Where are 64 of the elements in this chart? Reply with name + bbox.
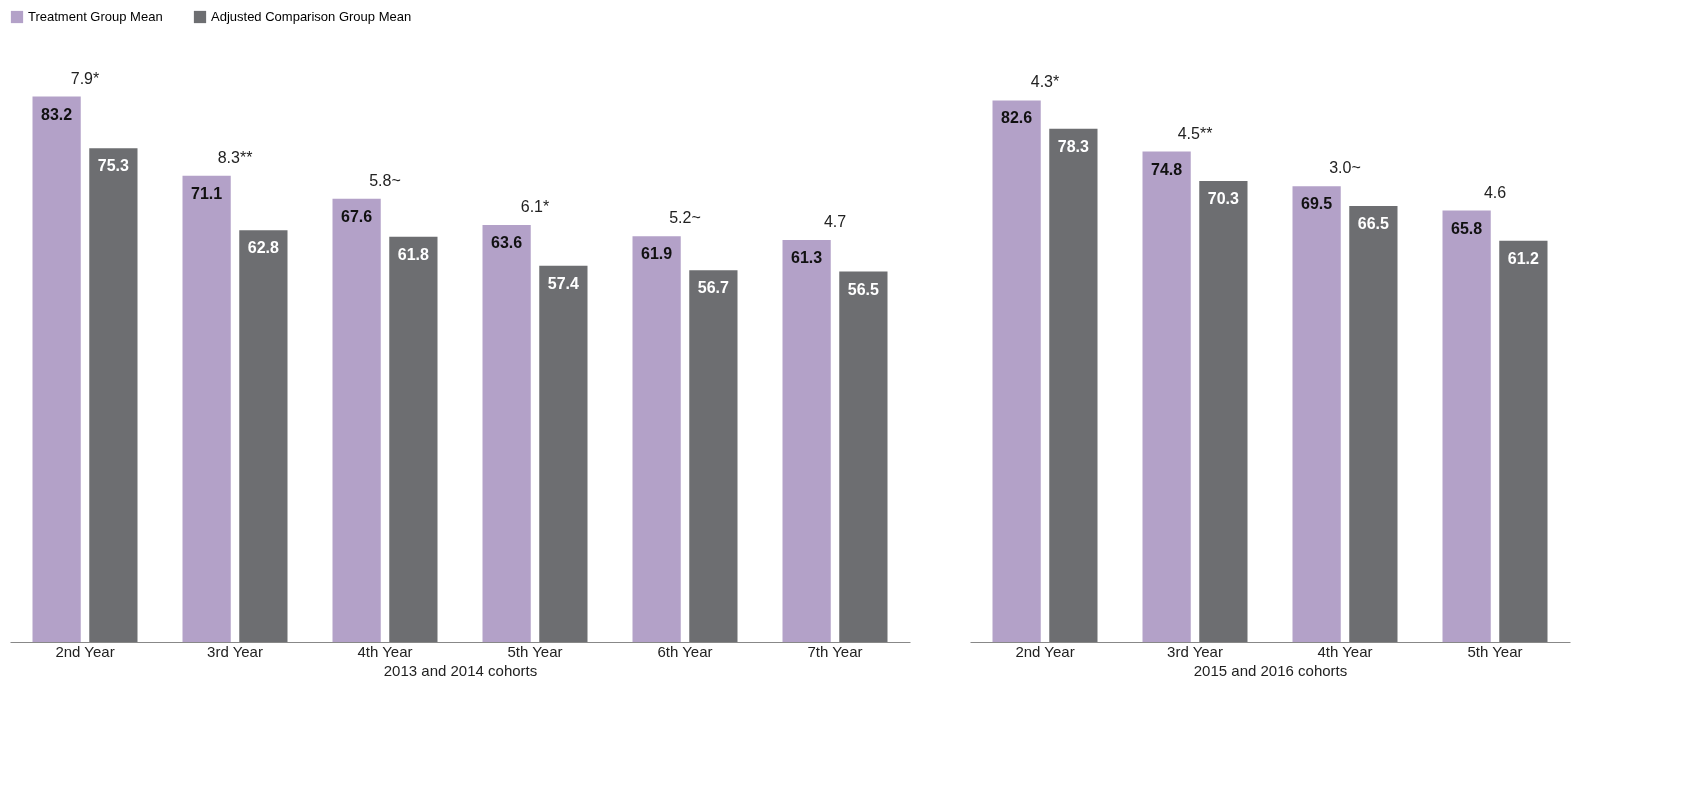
data-label: 61.8 xyxy=(397,245,430,263)
bar xyxy=(992,100,1041,642)
data-label: 83.2 xyxy=(41,105,73,123)
bar xyxy=(389,236,438,642)
bar xyxy=(32,96,81,642)
annotation: 5.2~ xyxy=(669,209,701,227)
data-label: 57.4 xyxy=(547,274,580,292)
x-tick-label: 3rd Year xyxy=(207,642,263,660)
x-tick-label: 5th Year xyxy=(1467,642,1523,660)
data-label: 82.6 xyxy=(1001,109,1033,127)
annotation: 8.3** xyxy=(217,148,253,166)
bar xyxy=(1049,128,1098,642)
data-label: 75.3 xyxy=(97,157,130,175)
data-label: 62.8 xyxy=(247,239,280,257)
annotation: 3.0~ xyxy=(1329,159,1361,177)
bar xyxy=(182,175,231,642)
x-axis-title: 2013 and 2014 cohorts xyxy=(383,661,538,679)
data-label: 74.8 xyxy=(1151,160,1183,178)
bar xyxy=(782,240,831,642)
bar xyxy=(632,236,681,642)
data-label: 78.3 xyxy=(1057,137,1090,155)
data-label: 70.3 xyxy=(1207,190,1240,208)
bar xyxy=(332,198,381,642)
x-tick-label: 2nd Year xyxy=(1015,642,1075,660)
bar xyxy=(1442,210,1491,642)
legend-label: Treatment Group Mean xyxy=(28,9,163,24)
bar xyxy=(1142,151,1191,642)
annotation: 5.8~ xyxy=(369,171,401,189)
x-tick-label: 4th Year xyxy=(357,642,413,660)
data-label: 71.1 xyxy=(191,184,223,202)
bar xyxy=(1349,206,1398,642)
annotation: 4.3* xyxy=(1030,73,1060,91)
x-tick-label: 5th Year xyxy=(507,642,563,660)
bar xyxy=(1292,186,1341,642)
data-label: 65.8 xyxy=(1451,219,1483,237)
x-axis-title: 2015 and 2016 cohorts xyxy=(1193,661,1348,679)
annotation: 7.9* xyxy=(70,69,100,87)
x-tick-label: 6th Year xyxy=(657,642,713,660)
bar xyxy=(689,270,738,642)
data-label: 69.5 xyxy=(1301,195,1333,213)
data-label: 66.5 xyxy=(1357,215,1390,233)
x-tick-label: 4th Year xyxy=(1317,642,1373,660)
bar xyxy=(89,148,138,642)
data-label: 56.7 xyxy=(697,279,730,297)
data-label: 67.6 xyxy=(341,207,373,225)
annotation: 4.5** xyxy=(1177,124,1213,142)
legend-label: Adjusted Comparison Group Mean xyxy=(211,9,412,24)
data-label: 61.3 xyxy=(791,249,823,267)
bar xyxy=(1499,240,1548,642)
x-tick-label: 3rd Year xyxy=(1167,642,1223,660)
bar xyxy=(1199,181,1248,642)
annotation: 4.7 xyxy=(823,213,847,231)
data-label: 56.5 xyxy=(847,280,880,298)
annotation: 4.6 xyxy=(1483,183,1507,201)
data-label: 63.6 xyxy=(491,234,523,252)
x-tick-label: 2nd Year xyxy=(55,642,115,660)
x-tick-label: 7th Year xyxy=(807,642,863,660)
annotation: 6.1* xyxy=(520,198,550,216)
bar xyxy=(839,271,888,642)
data-label: 61.9 xyxy=(641,245,673,263)
bar xyxy=(239,230,288,642)
data-label: 61.2 xyxy=(1507,249,1540,267)
bar xyxy=(482,225,531,642)
bar xyxy=(539,265,588,642)
